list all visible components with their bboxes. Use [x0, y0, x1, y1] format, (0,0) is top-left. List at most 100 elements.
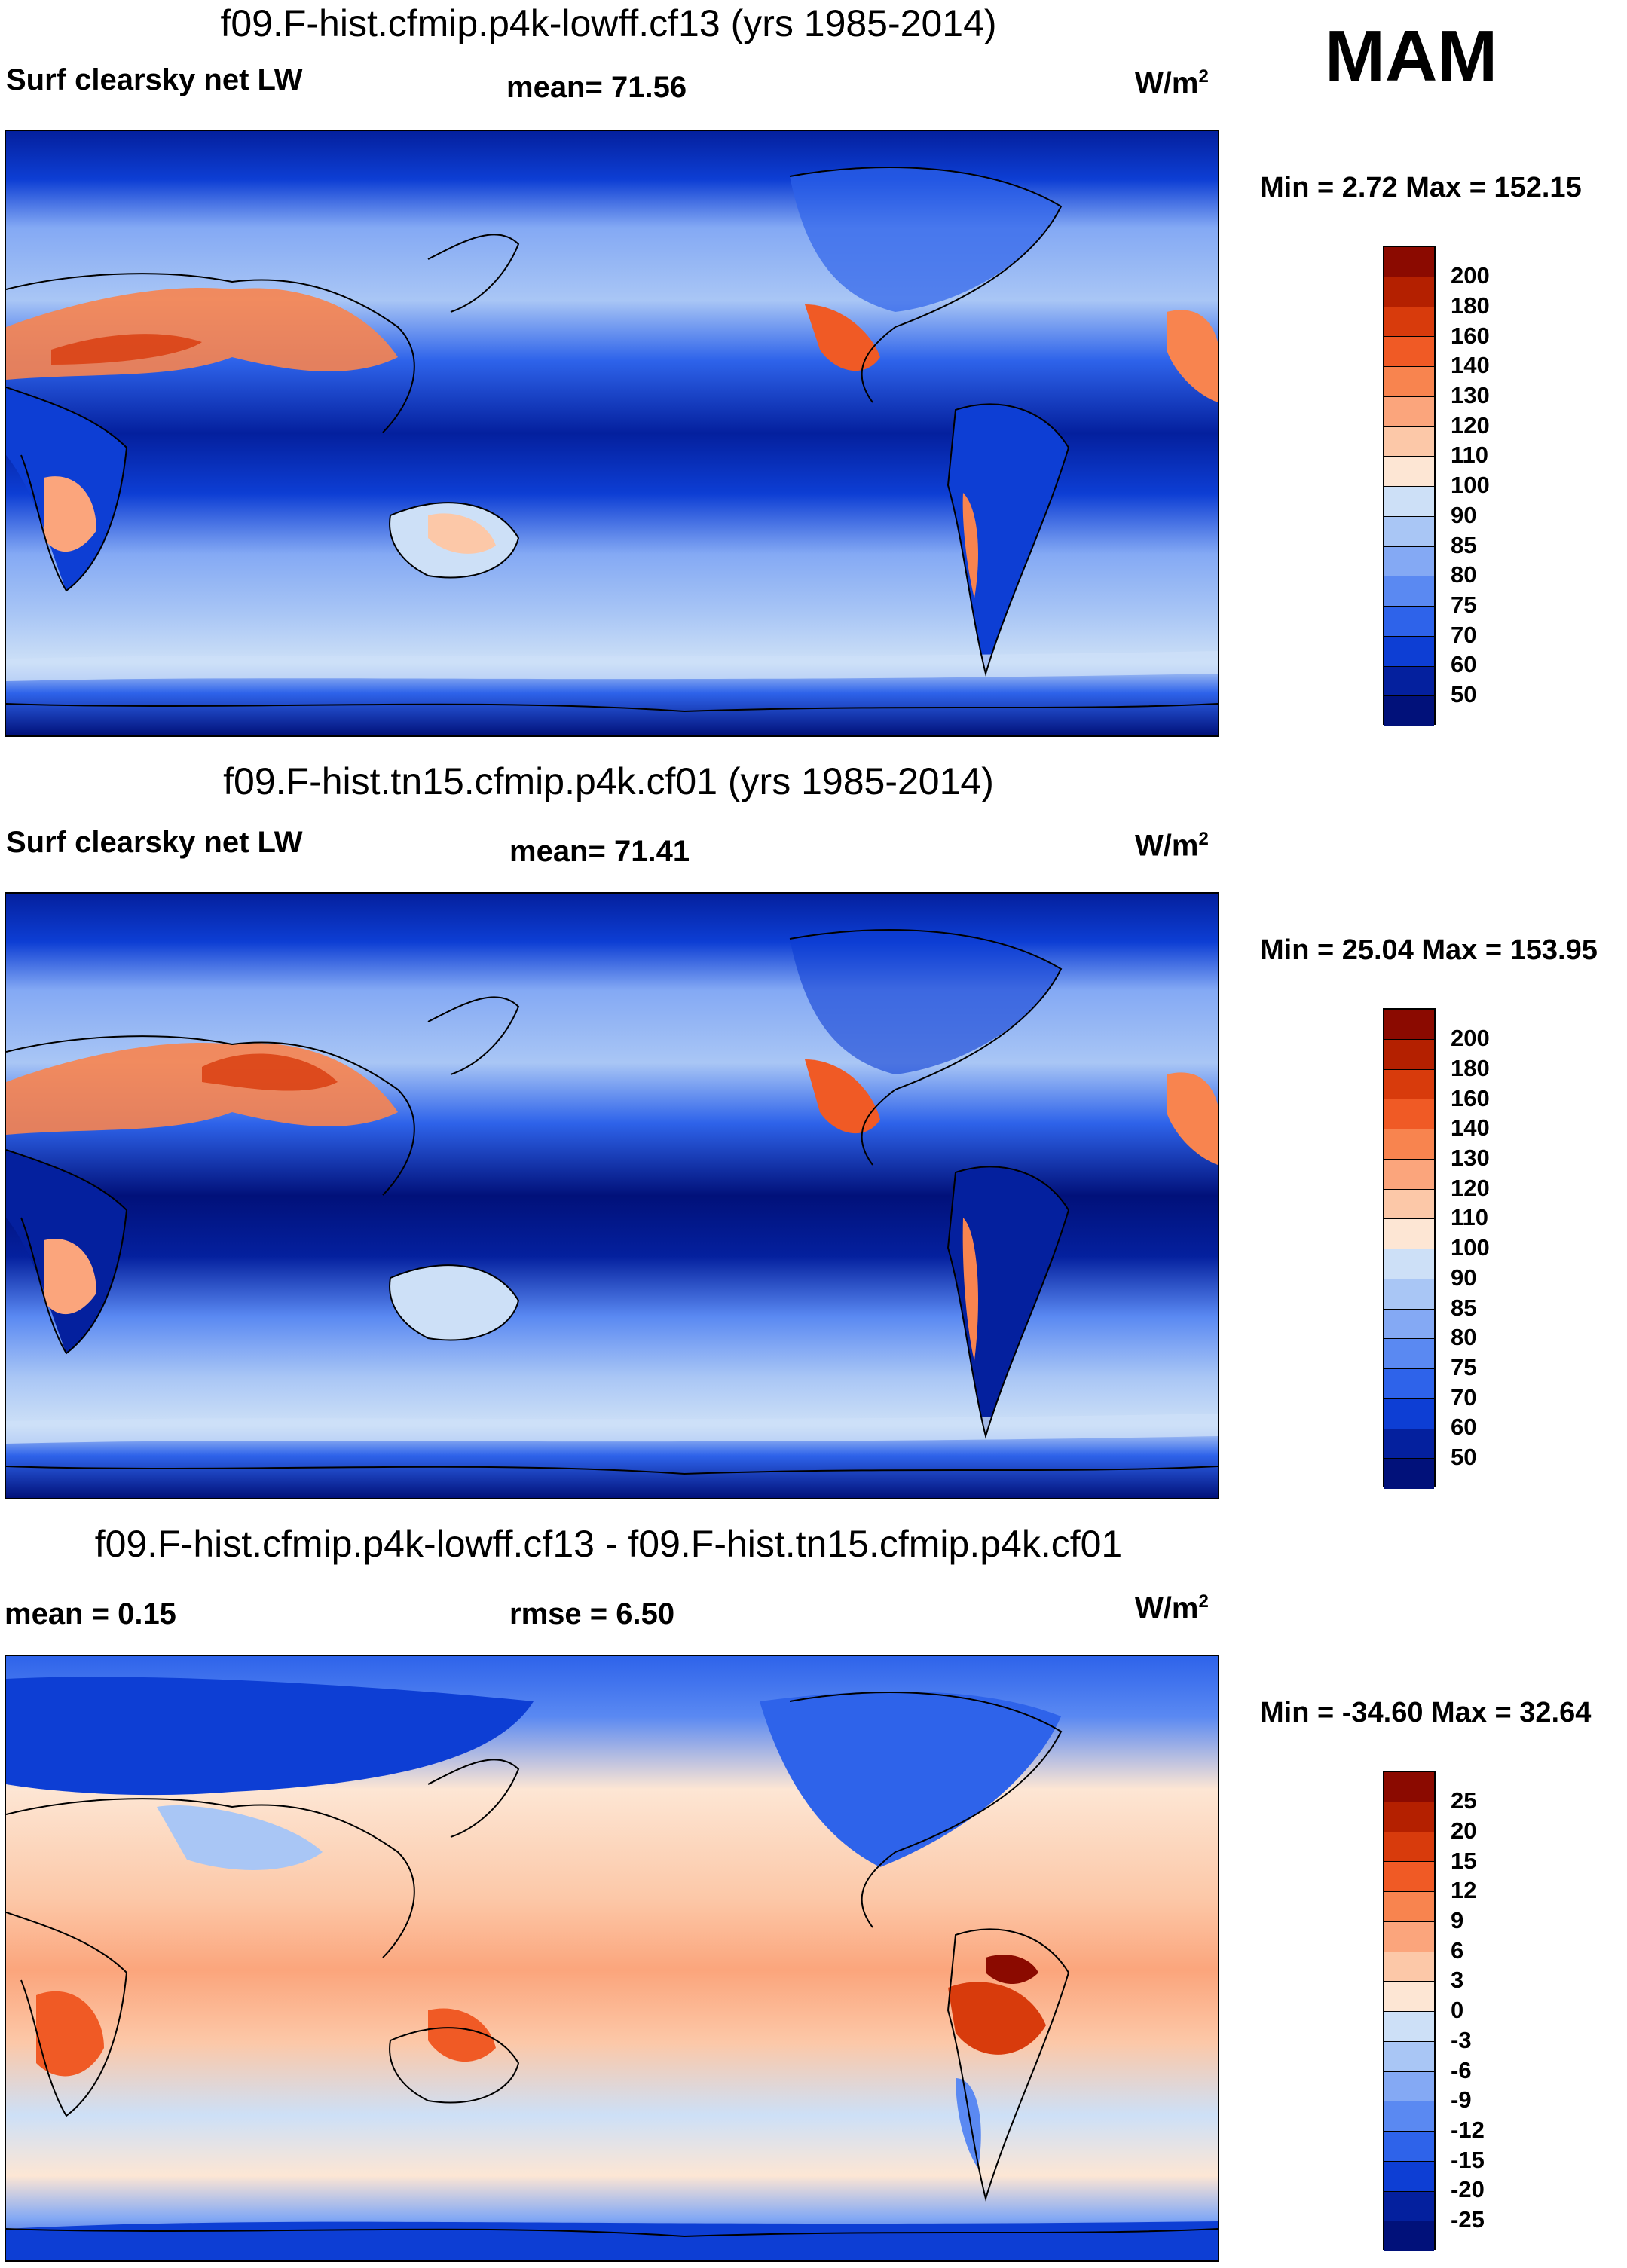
panel2-colorbar-swatch — [1384, 1069, 1434, 1100]
panel1-colorbar-swatch — [1384, 337, 1434, 367]
panel3-colorbar-tick: 25 — [1451, 1787, 1477, 1814]
panel2-colorbar-tick: 110 — [1451, 1204, 1489, 1230]
panel1-colorbar-swatch — [1384, 367, 1434, 397]
panel3-colorbar-swatch — [1384, 2012, 1434, 2042]
panel1-colorbar-tick: 80 — [1451, 561, 1477, 588]
panel1-colorbar-tick: 130 — [1451, 382, 1490, 408]
panel3-colorbar-swatch — [1384, 1772, 1434, 1802]
panel1-colorbar-swatch — [1384, 307, 1434, 338]
panel3-colorbar-swatch — [1384, 1982, 1434, 2012]
panel3-colorbar-tick: -6 — [1451, 2057, 1472, 2083]
panel2-colorbar-tick: 60 — [1451, 1414, 1477, 1440]
panel3-colorbar-tick: 9 — [1451, 1907, 1464, 1933]
panel1-colorbar-tick: 50 — [1451, 681, 1477, 708]
panel3-colorbar-swatch — [1384, 1832, 1434, 1863]
panel2-colorbar-tick: 120 — [1451, 1175, 1490, 1201]
panel1-colorbar-swatch — [1384, 607, 1434, 637]
panel2-colorbar-tick: 160 — [1451, 1085, 1490, 1111]
panel2-colorbar-swatch — [1384, 1219, 1434, 1249]
panel1-map — [5, 130, 1219, 737]
panel2-colorbar-swatch — [1384, 1369, 1434, 1399]
panel3-colorbar-tick: -20 — [1451, 2176, 1485, 2202]
panel1-colorbar-swatch — [1384, 487, 1434, 517]
panel3-colorbar-tick: 20 — [1451, 1817, 1477, 1844]
panel2-units: W/m2 — [1135, 829, 1209, 863]
panel1-colorbar-swatch — [1384, 636, 1434, 667]
panel2-colorbar-swatch — [1384, 1189, 1434, 1220]
panel2-colorbar-tick: 200 — [1451, 1025, 1490, 1051]
panel1-colorbar-tick: 100 — [1451, 472, 1490, 498]
panel3-colorbar-tick: 6 — [1451, 1937, 1464, 1964]
panel1-colorbar-swatch — [1384, 546, 1434, 577]
panel2-map-svg — [6, 894, 1218, 1498]
panel1-colorbar-tick: 85 — [1451, 532, 1477, 558]
panel1-colorbar-tick: 70 — [1451, 622, 1477, 648]
panel1-colorbar-tick: 90 — [1451, 502, 1477, 528]
panel3-colorbar-tick: 15 — [1451, 1848, 1477, 1874]
panel3-colorbar-swatch — [1384, 2071, 1434, 2102]
panel3-rmse-label: rmse = 6.50 — [509, 1597, 675, 1631]
panel3-colorbar-tick: -9 — [1451, 2086, 1472, 2113]
panel2-colorbar-swatch — [1384, 1279, 1434, 1310]
panel2-colorbar-tick: 85 — [1451, 1294, 1477, 1321]
panel1-colorbar-tick: 75 — [1451, 591, 1477, 618]
panel3-colorbar-swatch — [1384, 1802, 1434, 1832]
panel2-colorbar-swatch — [1384, 1459, 1434, 1489]
panel1-variable-label: Surf clearsky net LW — [6, 63, 303, 96]
panel2-mean-label: mean= 71.41 — [509, 835, 690, 868]
panel2-colorbar-tick: 50 — [1451, 1444, 1477, 1470]
panel2-colorbar-swatch — [1384, 1159, 1434, 1190]
panel2-colorbar-swatch — [1384, 1398, 1434, 1429]
panel3-colorbar-tick: -12 — [1451, 2117, 1485, 2143]
panel2-colorbar-tick: 70 — [1451, 1384, 1477, 1411]
panel1-units: W/m2 — [1135, 66, 1209, 100]
season-label: MAM — [1325, 16, 1498, 96]
panel2-minmax: Min = 25.04 Max = 153.95 — [1260, 934, 1598, 966]
panel3-colorbar-swatch — [1384, 2221, 1434, 2251]
panel2-colorbar-tick: 80 — [1451, 1324, 1477, 1350]
panel2-title: f09.F-hist.tn15.cfmip.p4k.cf01 (yrs 1985… — [223, 760, 994, 802]
panel3-units: W/m2 — [1135, 1591, 1209, 1625]
panel1-colorbar-swatch — [1384, 277, 1434, 307]
panel1-colorbar-tick: 180 — [1451, 292, 1490, 319]
panel2-colorbar-swatch — [1384, 1429, 1434, 1460]
panel2-colorbar-tick: 90 — [1451, 1264, 1477, 1291]
panel1-colorbar-tick: 60 — [1451, 651, 1477, 677]
panel3-colorbar-swatch — [1384, 1952, 1434, 1982]
panel3-colorbar-tick: -3 — [1451, 2027, 1472, 2053]
panel3-colorbar-swatch — [1384, 2041, 1434, 2072]
panel2-colorbar-swatch — [1384, 1309, 1434, 1340]
panel1-map-svg — [6, 131, 1218, 735]
panel3-map-svg — [6, 1656, 1218, 2260]
panel3-colorbar-tick: 3 — [1451, 1967, 1464, 1993]
panel2-colorbar-swatch — [1384, 1339, 1434, 1369]
panel2-colorbar-swatch — [1384, 1010, 1434, 1040]
panel2-variable-label: Surf clearsky net LW — [6, 826, 303, 859]
panel1-colorbar-swatch — [1384, 457, 1434, 487]
panel1-colorbar-tick: 110 — [1451, 442, 1489, 468]
panel2-colorbar-swatch — [1384, 1129, 1434, 1160]
panel3-colorbar-swatch — [1384, 2132, 1434, 2162]
panel1-colorbar — [1383, 246, 1436, 726]
panel2-colorbar-swatch — [1384, 1039, 1434, 1070]
panel3-colorbar-swatch — [1384, 2191, 1434, 2222]
panel1-colorbar-tick: 160 — [1451, 322, 1490, 349]
panel3-colorbar-swatch — [1384, 1892, 1434, 1922]
panel3-map — [5, 1655, 1219, 2262]
panel1-colorbar-swatch — [1384, 426, 1434, 457]
panel1-minmax: Min = 2.72 Max = 152.15 — [1260, 172, 1582, 203]
panel1-colorbar-tick: 120 — [1451, 412, 1490, 439]
panel3-colorbar-swatch — [1384, 2161, 1434, 2192]
panel1-title: f09.F-hist.cfmip.p4k-lowff.cf13 (yrs 198… — [220, 2, 997, 44]
panel2-colorbar-tick: 130 — [1451, 1145, 1490, 1171]
panel3-colorbar-swatch — [1384, 1862, 1434, 1892]
panel2-colorbar-swatch — [1384, 1249, 1434, 1279]
panel1-colorbar-swatch — [1384, 666, 1434, 697]
panel2-colorbar-tick: 180 — [1451, 1055, 1490, 1081]
panel1-colorbar-swatch — [1384, 247, 1434, 277]
panel3-colorbar-tick: 0 — [1451, 1997, 1464, 2023]
panel2-colorbar-tick: 100 — [1451, 1234, 1490, 1261]
panel3-colorbar-swatch — [1384, 1921, 1434, 1952]
panel3-colorbar-tick: 12 — [1451, 1877, 1477, 1903]
panel3-minmax: Min = -34.60 Max = 32.64 — [1260, 1697, 1592, 1729]
